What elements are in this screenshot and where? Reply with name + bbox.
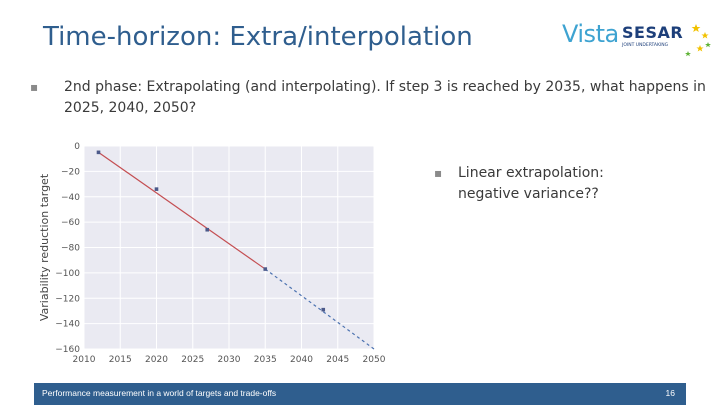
bullet-icon: ▪: [434, 166, 443, 180]
x-tick-label: 2010: [73, 355, 96, 365]
y-tick-label: −160: [55, 345, 80, 355]
data-point: [321, 307, 326, 312]
x-tick-label: 2050: [363, 355, 386, 365]
y-tick-label: −80: [61, 244, 80, 254]
y-tick-label: −60: [61, 218, 80, 228]
interpolation-line: [98, 151, 266, 270]
x-tick-label: 2030: [218, 355, 241, 365]
extrapolation-line: [264, 268, 375, 350]
y-tick-label: 0: [74, 142, 80, 152]
y-tick-label: −140: [55, 320, 80, 330]
bullet-main-text: 2nd phase: Extrapolating (and interpolat…: [64, 77, 710, 119]
y-tick-label: −40: [61, 193, 80, 203]
line-chart: 2010 2015 2020 2025 2030 2035 2040 2045 2050 0 −20…: [38, 142, 386, 365]
x-tick-label: 2040: [290, 355, 313, 365]
data-point: [96, 150, 101, 155]
vista-sesar-logo: Vista SESAR JOINT UNDERTAKING: [560, 18, 712, 58]
bullet-side-text: Linear extrapolation: negative variance?…: [458, 165, 604, 202]
slide-title: Time-horizon: Extra/interpolation: [43, 22, 473, 52]
data-point: [205, 227, 210, 232]
bullet-icon: ▪: [30, 80, 39, 94]
bullet-main: ▪ 2nd phase: Extrapolating (and interpol…: [30, 77, 710, 119]
y-tick-label: −20: [61, 167, 80, 177]
logo-subtitle: JOINT UNDERTAKING: [622, 43, 669, 48]
footer-bar: Performance measurement in a world of ta…: [34, 383, 686, 405]
logo-vista-text: Vista: [562, 20, 619, 48]
x-tick-label: 2020: [145, 355, 168, 365]
x-tick-label: 2015: [109, 355, 132, 365]
logo-sesar-text: SESAR: [622, 23, 684, 42]
y-tick-label: −120: [55, 294, 80, 304]
data-point: [263, 267, 268, 271]
x-tick-label: 2025: [181, 355, 204, 365]
y-tick-label: −100: [55, 269, 80, 279]
data-point: [154, 187, 159, 191]
logo-stars-icon: [685, 24, 711, 57]
footer-text: Performance measurement in a world of ta…: [42, 388, 277, 398]
x-tick-label: 2045: [326, 355, 349, 365]
x-tick-label: 2035: [254, 355, 277, 365]
y-axis-label: Variability reduction target: [38, 173, 51, 321]
page-number: 16: [665, 388, 675, 398]
bullet-main-body: : Extrapolating (and interpolating). If …: [64, 79, 706, 116]
bullet-main-bold: 2nd phase: [64, 79, 138, 95]
bullet-side: ▪ Linear extrapolation: negative varianc…: [434, 163, 654, 205]
